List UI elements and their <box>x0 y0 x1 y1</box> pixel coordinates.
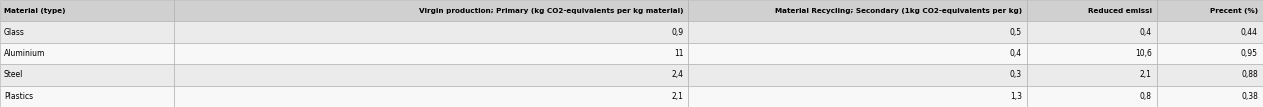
Text: 0,5: 0,5 <box>1009 28 1022 37</box>
Text: 11: 11 <box>673 49 683 58</box>
Bar <box>1157 43 1263 64</box>
Text: Steel: Steel <box>4 70 23 79</box>
Text: 0,4: 0,4 <box>1009 49 1022 58</box>
Text: Aluminium: Aluminium <box>4 49 45 58</box>
Bar <box>0 21 174 43</box>
Text: 0,88: 0,88 <box>1242 70 1258 79</box>
Text: Reduced emissi: Reduced emissi <box>1087 8 1152 14</box>
Bar <box>174 64 688 86</box>
Bar <box>0 0 174 21</box>
Text: Precent (%): Precent (%) <box>1210 8 1258 14</box>
Text: Material Recycling; Secondary (1kg CO2-equivalents per kg): Material Recycling; Secondary (1kg CO2-e… <box>774 8 1022 14</box>
Text: 10,6: 10,6 <box>1135 49 1152 58</box>
Text: Plastics: Plastics <box>4 92 33 101</box>
Bar <box>1027 21 1157 43</box>
Text: 0,95: 0,95 <box>1242 49 1258 58</box>
Text: 0,4: 0,4 <box>1139 28 1152 37</box>
Bar <box>1157 86 1263 107</box>
Bar <box>1027 0 1157 21</box>
Text: Glass: Glass <box>4 28 25 37</box>
Bar <box>174 43 688 64</box>
Bar <box>1027 86 1157 107</box>
Bar <box>688 0 1027 21</box>
Text: Virgin production; Primary (kg CO2-equivalents per kg material): Virgin production; Primary (kg CO2-equiv… <box>419 8 683 14</box>
Text: 0,9: 0,9 <box>671 28 683 37</box>
Text: Material (type): Material (type) <box>4 8 66 14</box>
Text: 0,3: 0,3 <box>1009 70 1022 79</box>
Text: 0,38: 0,38 <box>1242 92 1258 101</box>
Bar <box>688 21 1027 43</box>
Bar <box>1157 21 1263 43</box>
Text: 2,1: 2,1 <box>672 92 683 101</box>
Bar <box>1027 64 1157 86</box>
Text: 0,44: 0,44 <box>1242 28 1258 37</box>
Bar <box>0 64 174 86</box>
Bar <box>1157 0 1263 21</box>
Bar <box>1027 43 1157 64</box>
Text: 0,8: 0,8 <box>1139 92 1152 101</box>
Text: 2,1: 2,1 <box>1140 70 1152 79</box>
Bar <box>688 43 1027 64</box>
Bar <box>1157 64 1263 86</box>
Text: 2,4: 2,4 <box>671 70 683 79</box>
Bar <box>0 86 174 107</box>
Text: 1,3: 1,3 <box>1009 92 1022 101</box>
Bar <box>688 64 1027 86</box>
Bar <box>688 86 1027 107</box>
Bar <box>174 21 688 43</box>
Bar <box>0 43 174 64</box>
Bar <box>174 86 688 107</box>
Bar <box>174 0 688 21</box>
